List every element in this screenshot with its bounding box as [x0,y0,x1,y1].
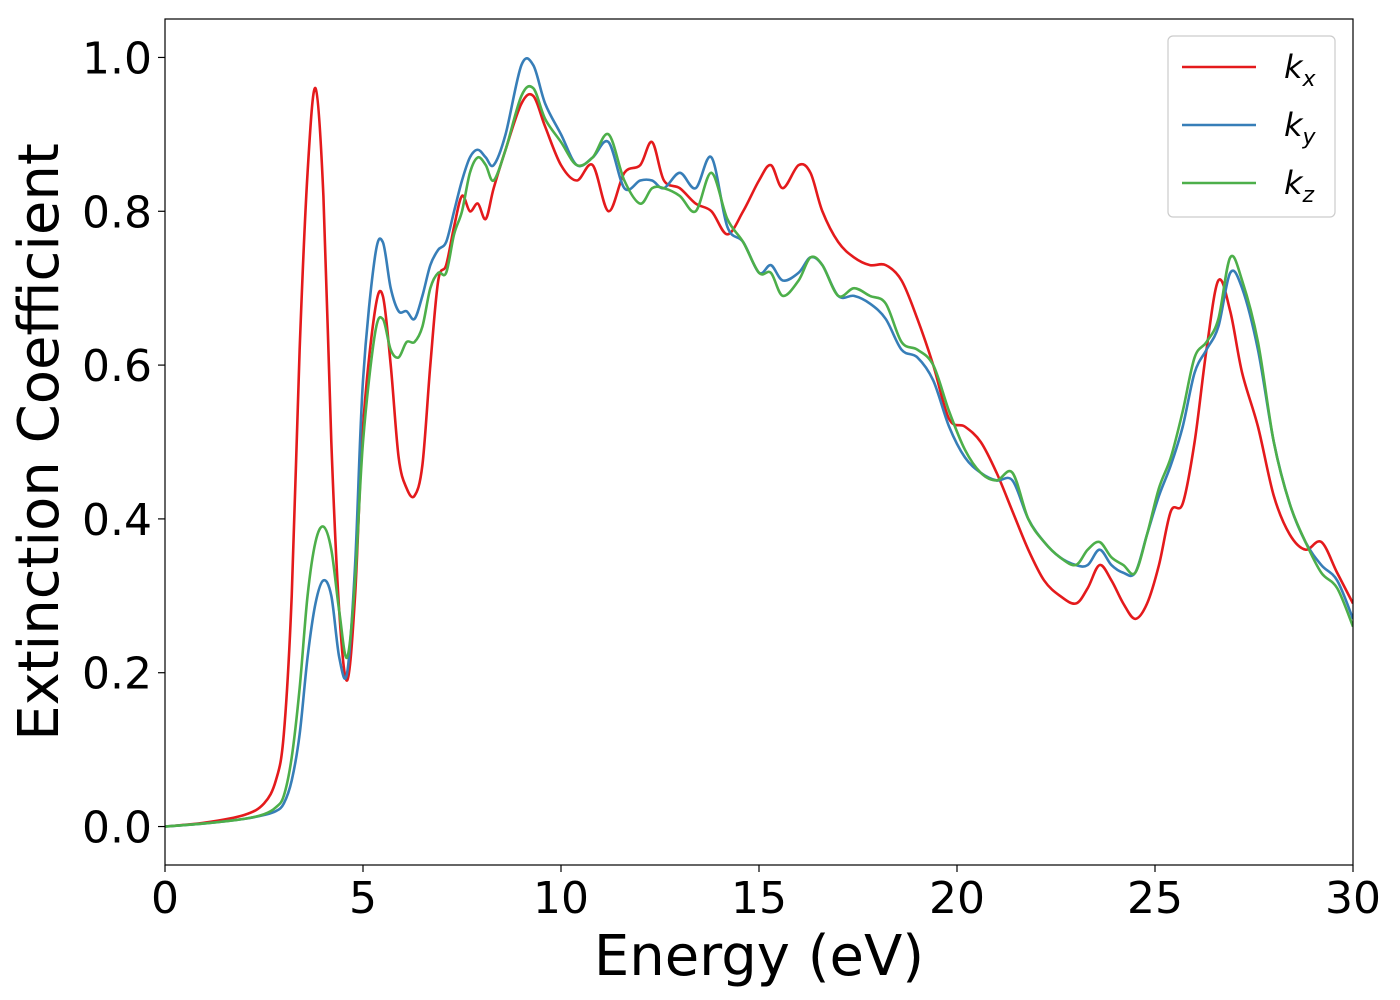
y-tick-label: 0.2 [82,649,152,700]
y-axis-title: Extinction Coefficient [7,143,72,741]
axes-layer: 0 5 10 15 20 25 30 0.0 0.2 0.4 0.6 0.8 1.0 [82,33,1381,924]
series-line-x [165,86,1353,828]
x-tick-label: 10 [533,873,589,924]
legend-label-z: kz [1284,164,1315,208]
legend-label-y: ky [1284,106,1317,150]
y-tick-label: 1.0 [82,33,152,84]
legend-box [1167,35,1336,218]
x-tick-label: 20 [929,873,985,924]
series-layer [165,57,1353,828]
x-axis-title: Energy (eV) [594,924,924,989]
y-tick-label: 0.6 [82,341,152,392]
x-tick-label: 0 [151,873,179,924]
legend: kx ky kz [1167,35,1336,218]
y-tick-label: 0.0 [82,803,152,854]
x-tick-label: 25 [1127,873,1183,924]
series-line-z [165,84,1353,828]
y-tick-label: 0.8 [82,187,152,238]
x-tick-label: 5 [349,873,377,924]
y-tick-label: 0.4 [82,495,152,546]
x-tick-label: 15 [731,873,787,924]
x-tick-label: 30 [1325,873,1381,924]
legend-label-x: kx [1284,48,1317,92]
